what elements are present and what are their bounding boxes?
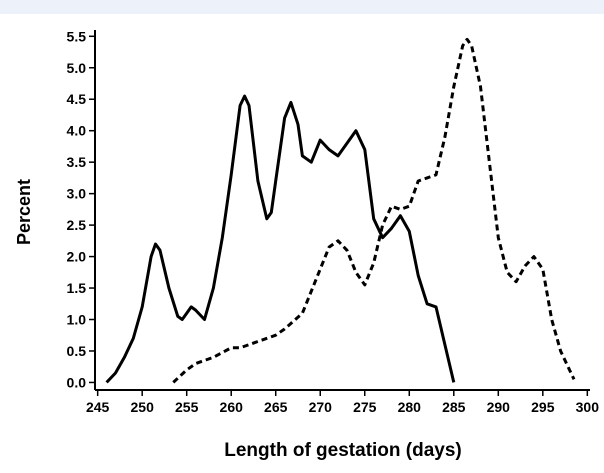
x-tick-label: 260 bbox=[220, 399, 244, 415]
y-tick-label: 2.5 bbox=[67, 217, 87, 233]
y-tick-label: 3.0 bbox=[67, 186, 87, 202]
y-tick-label: 4.0 bbox=[67, 123, 87, 139]
x-tick-label: 250 bbox=[131, 399, 155, 415]
y-tick-label: 5.5 bbox=[67, 28, 87, 44]
x-tick-label: 300 bbox=[576, 399, 600, 415]
y-tick-label: 0.0 bbox=[67, 374, 87, 390]
x-tick-label: 295 bbox=[531, 399, 555, 415]
x-tick-label: 255 bbox=[175, 399, 199, 415]
y-tick-label: 2.0 bbox=[67, 249, 87, 265]
x-tick-label: 275 bbox=[353, 399, 377, 415]
y-tick-label: 1.5 bbox=[67, 280, 87, 296]
x-axis-label: Length of gestation (days) bbox=[224, 440, 462, 461]
y-tick-label: 3.5 bbox=[67, 154, 87, 170]
x-tick-label: 285 bbox=[442, 399, 466, 415]
x-tick-label: 270 bbox=[309, 399, 333, 415]
x-tick-label: 245 bbox=[86, 399, 110, 415]
y-axis-label: Percent bbox=[14, 179, 34, 245]
y-tick-label: 0.5 bbox=[67, 343, 87, 359]
y-tick-label: 5.0 bbox=[67, 60, 87, 76]
x-tick-label: 265 bbox=[264, 399, 288, 415]
top-band bbox=[0, 0, 604, 14]
y-tick-label: 4.5 bbox=[67, 91, 87, 107]
x-tick-label: 280 bbox=[398, 399, 422, 415]
y-tick-label: 1.0 bbox=[67, 312, 87, 328]
x-tick-label: 290 bbox=[487, 399, 511, 415]
series-line bbox=[105, 94, 456, 384]
